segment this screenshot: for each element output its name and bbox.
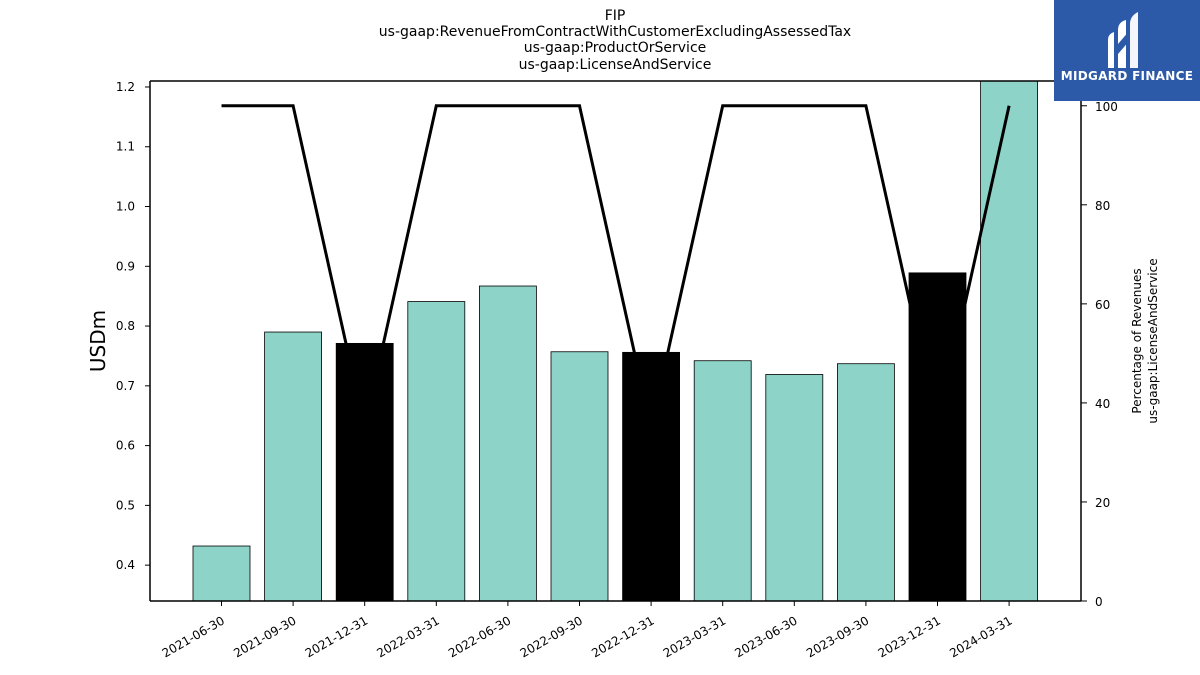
bar <box>837 363 895 602</box>
x-tick-label: 2024-03-31 <box>947 613 1014 660</box>
chart-title: FIP us-gaap:RevenueFromContractWithCusto… <box>379 8 851 73</box>
y2-tick-label: 100 <box>1095 100 1118 114</box>
y-tick-label: 0.4 <box>116 558 135 572</box>
x-tick-label: 2023-09-30 <box>804 613 871 660</box>
x-tick-label: 2023-03-31 <box>661 613 728 660</box>
x-tick-label: 2021-06-30 <box>160 613 227 660</box>
title-line-2: us-gaap:RevenueFromContractWithCustomerE… <box>379 24 851 40</box>
y-tick-label: 1.2 <box>116 80 135 94</box>
bar <box>765 374 824 602</box>
x-ticks: 2021-06-30 2021-09-30 2021-12-31 2022-03-31… <box>160 601 1015 660</box>
bar <box>980 80 1038 602</box>
bar <box>264 331 323 602</box>
y2-axis-label-line-1: Percentage of Revenues <box>1130 268 1144 413</box>
title-line-4: us-gaap:LicenseAndService <box>519 57 712 73</box>
y-ticks: 0.4 0.5 0.6 0.7 0.8 0.9 1.0 1.1 1.2 <box>116 80 150 572</box>
y-tick-label: 0.8 <box>116 319 135 333</box>
y2-tick-label: 80 <box>1095 199 1110 213</box>
bar <box>407 301 466 602</box>
midgard-logo-icon <box>1108 12 1138 68</box>
x-tick-label: 2021-09-30 <box>231 613 298 660</box>
bar <box>622 351 680 602</box>
y-tick-label: 1.1 <box>116 140 135 154</box>
y-tick-label: 0.9 <box>116 259 135 273</box>
x-tick-label: 2022-03-31 <box>374 613 441 660</box>
y2-axis-label-line-2: us-gaap:LicenseAndService <box>1146 258 1160 423</box>
midgard-finance-logo: MIDGARD FINANCE <box>1054 0 1200 101</box>
axes <box>149 80 1082 602</box>
bar <box>550 351 609 602</box>
y-tick-label: 0.7 <box>116 379 135 393</box>
bar <box>478 285 537 602</box>
y-tick-label: 1.0 <box>116 200 135 214</box>
y2-tick-label: 20 <box>1095 496 1110 510</box>
x-tick-label: 2023-06-30 <box>732 613 799 660</box>
y2-ticks: 0 20 40 60 80 100 <box>1081 100 1118 609</box>
title-line-3: us-gaap:ProductOrService <box>524 40 707 56</box>
y-tick-label: 0.5 <box>116 498 135 512</box>
bar <box>908 272 967 602</box>
x-tick-label: 2023-12-31 <box>876 613 943 660</box>
x-tick-label: 2022-06-30 <box>446 613 513 660</box>
y-axis-label: USDm <box>86 310 110 372</box>
percentage-line-group <box>221 104 1011 428</box>
y2-tick-label: 40 <box>1095 397 1110 411</box>
bar-group <box>192 80 1038 602</box>
bar <box>335 342 394 602</box>
logo-text: MIDGARD FINANCE <box>1060 69 1194 83</box>
y2-tick-label: 60 <box>1095 298 1110 312</box>
y2-tick-label: 0 <box>1095 595 1103 609</box>
x-tick-label: 2022-09-30 <box>518 613 585 660</box>
y-tick-label: 0.6 <box>116 439 135 453</box>
bar <box>693 360 752 602</box>
x-tick-label: 2022-12-31 <box>589 613 656 660</box>
bar <box>192 545 251 602</box>
x-tick-label: 2021-12-31 <box>303 613 370 660</box>
title-line-1: FIP <box>605 8 626 24</box>
percentage-line <box>221 104 1011 428</box>
